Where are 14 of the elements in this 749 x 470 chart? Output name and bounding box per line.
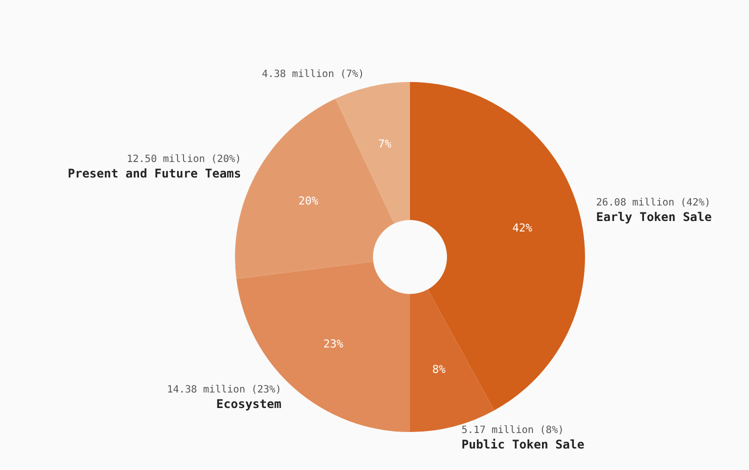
data-label: 14.38 million (23%) bbox=[166, 384, 282, 396]
slice-label: Present and Future Teams bbox=[68, 166, 242, 180]
text: 7% bbox=[378, 137, 392, 150]
slice-label: Public Token Sale bbox=[462, 438, 584, 452]
data-label: 26.08 million (42%) bbox=[596, 197, 711, 208]
slice-label: Early Token Sale bbox=[596, 210, 712, 224]
text: 42% bbox=[512, 222, 533, 235]
data-label: 12.50 million (20%) bbox=[126, 154, 242, 165]
slice-label: Ecosystem bbox=[216, 396, 282, 411]
text: 23% bbox=[323, 338, 344, 351]
text: 8% bbox=[432, 362, 446, 376]
data-label: 4.38 million (7%) bbox=[262, 69, 364, 80]
data-label: 5.17 million (8%) bbox=[462, 425, 564, 436]
text: 20% bbox=[298, 194, 319, 208]
